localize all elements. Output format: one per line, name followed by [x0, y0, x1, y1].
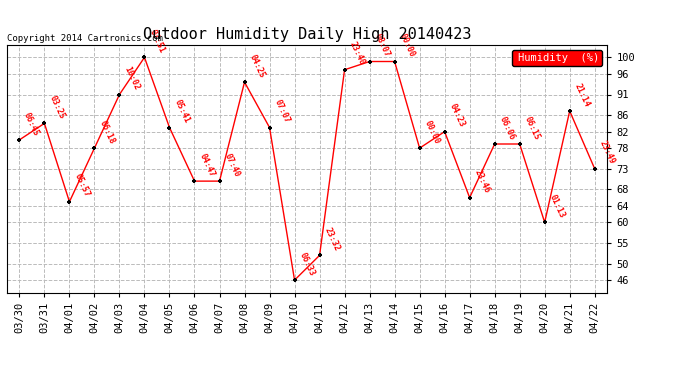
Legend: Humidity  (%): Humidity (%) [513, 50, 602, 66]
Text: 10:02: 10:02 [122, 65, 141, 92]
Point [114, 92, 125, 98]
Text: 06:33: 06:33 [297, 251, 316, 278]
Text: 23:46: 23:46 [473, 168, 491, 195]
Point [539, 219, 550, 225]
Point [214, 178, 225, 184]
Point [64, 199, 75, 205]
Point [414, 145, 425, 151]
Text: 00:00: 00:00 [397, 32, 416, 59]
Point [189, 178, 200, 184]
Text: Copyright 2014 Cartronics.com: Copyright 2014 Cartronics.com [7, 33, 163, 42]
Point [14, 137, 25, 143]
Text: 06:45: 06:45 [22, 111, 41, 137]
Point [564, 108, 575, 114]
Point [39, 120, 50, 126]
Point [389, 58, 400, 64]
Text: 06:06: 06:06 [497, 115, 516, 141]
Text: 23:49: 23:49 [598, 140, 616, 166]
Text: 06:18: 06:18 [97, 119, 116, 146]
Text: 07:51: 07:51 [147, 28, 166, 55]
Text: 04:23: 04:23 [447, 102, 466, 129]
Text: 00:00: 00:00 [422, 119, 441, 146]
Text: 23:40: 23:40 [347, 40, 366, 67]
Text: 04:47: 04:47 [197, 152, 216, 178]
Point [514, 141, 525, 147]
Text: 01:13: 01:13 [547, 193, 566, 220]
Point [589, 166, 600, 172]
Point [289, 277, 300, 283]
Text: 23:32: 23:32 [322, 226, 341, 253]
Point [89, 145, 100, 151]
Point [314, 252, 325, 258]
Point [464, 195, 475, 201]
Text: 07:07: 07:07 [273, 98, 291, 125]
Text: 08:07: 08:07 [373, 32, 391, 59]
Point [439, 129, 450, 135]
Text: 05:41: 05:41 [172, 98, 191, 125]
Text: 06:15: 06:15 [522, 115, 541, 141]
Point [239, 79, 250, 85]
Text: 21:14: 21:14 [573, 82, 591, 108]
Point [264, 124, 275, 130]
Title: Outdoor Humidity Daily High 20140423: Outdoor Humidity Daily High 20140423 [143, 27, 471, 42]
Point [489, 141, 500, 147]
Text: 07:40: 07:40 [222, 152, 241, 178]
Point [139, 54, 150, 60]
Text: 05:57: 05:57 [72, 172, 91, 199]
Text: 03:25: 03:25 [47, 94, 66, 121]
Point [364, 58, 375, 64]
Point [339, 67, 350, 73]
Point [164, 124, 175, 130]
Text: 04:25: 04:25 [247, 53, 266, 80]
